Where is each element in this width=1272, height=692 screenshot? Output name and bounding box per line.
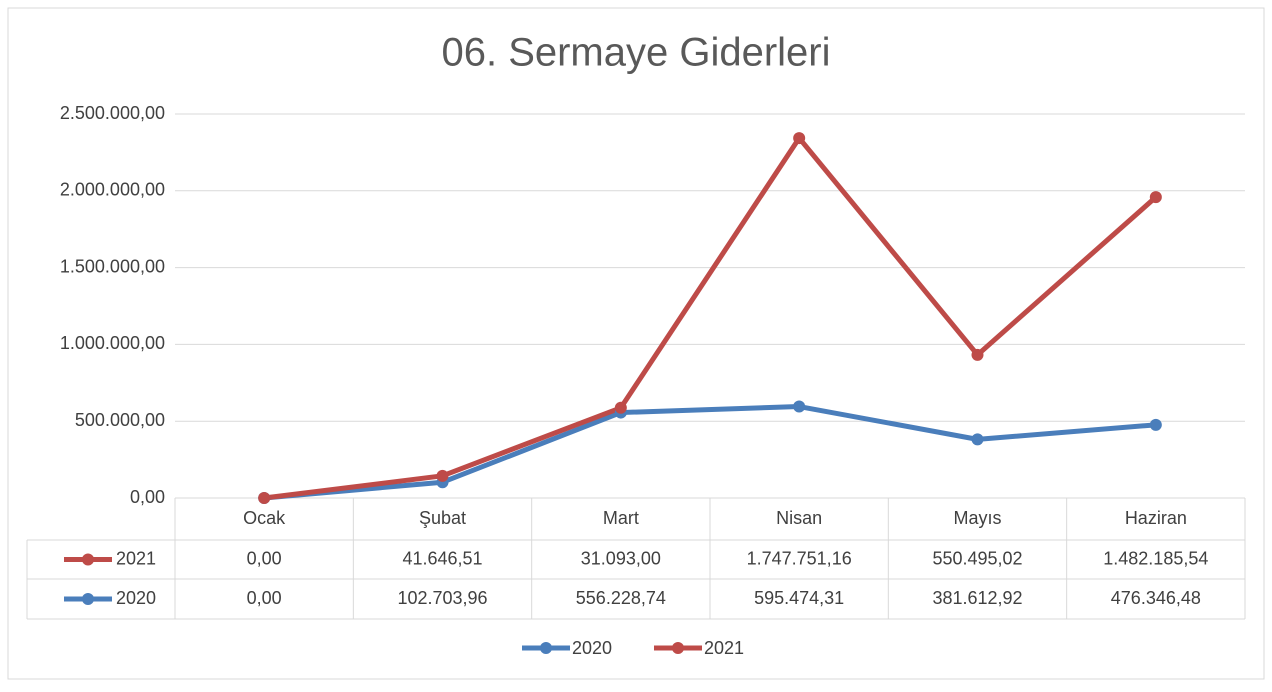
chart-border <box>7 7 1265 680</box>
series-line <box>263 135 1158 501</box>
y-tick-label: 1.000.000,00 <box>60 333 165 353</box>
x-tick-label: Nisan <box>776 508 822 528</box>
legend-label: 2021 <box>704 638 744 658</box>
marker <box>971 348 984 361</box>
y-tick-label: 0,00 <box>130 487 165 507</box>
marker <box>258 492 271 504</box>
series-line <box>263 404 1157 501</box>
x-tick-label: Ocak <box>243 508 286 528</box>
y-tick-label: 1.500.000,00 <box>60 256 165 276</box>
table-cell: 41.646,51 <box>402 548 482 568</box>
marker <box>436 469 449 482</box>
table-cell: 1.747.751,16 <box>747 548 852 568</box>
x-tick-label: Mayıs <box>953 508 1001 528</box>
table-cell: 556.228,74 <box>576 588 666 608</box>
table-cell: 102.703,96 <box>397 588 487 608</box>
table-series-name: 2020 <box>116 588 156 608</box>
legend-label: 2020 <box>572 638 612 658</box>
y-tick-label: 2.500.000,00 <box>60 103 165 123</box>
marker <box>614 401 627 414</box>
table-cell: 381.612,92 <box>932 588 1022 608</box>
x-tick-label: Haziran <box>1125 508 1187 528</box>
chart-title: 06. Sermaye Giderleri <box>441 31 830 75</box>
marker <box>793 132 806 145</box>
legend-key-marker <box>82 553 94 566</box>
table-cell: 0,00 <box>247 588 282 608</box>
y-tick-label: 500.000,00 <box>75 410 165 430</box>
table-cell: 1.482.185,54 <box>1103 548 1208 568</box>
marker <box>793 400 806 413</box>
x-tick-label: Mart <box>603 508 639 528</box>
table-cell: 595.474,31 <box>754 588 844 608</box>
marker <box>1149 418 1162 431</box>
table-cell: 476.346,48 <box>1111 588 1201 608</box>
marker <box>1149 191 1162 204</box>
legend-key-marker <box>540 642 552 654</box>
x-tick-label: Şubat <box>419 508 466 528</box>
table-cell: 550.495,02 <box>932 548 1022 568</box>
marker <box>971 433 984 446</box>
legend-key-marker <box>82 593 94 605</box>
table-cell: 31.093,00 <box>581 548 661 568</box>
legend-key-marker <box>672 642 684 654</box>
table-series-name: 2021 <box>116 548 156 568</box>
table-cell: 0,00 <box>247 548 282 568</box>
y-tick-label: 2.000.000,00 <box>60 180 165 200</box>
